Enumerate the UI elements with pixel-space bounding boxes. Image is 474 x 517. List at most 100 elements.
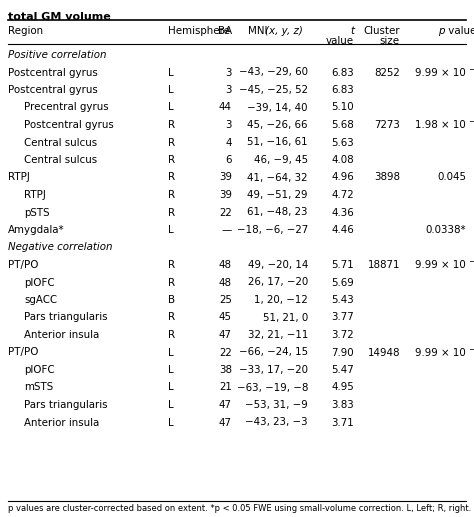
Text: p: p — [438, 26, 445, 36]
Text: L: L — [168, 418, 173, 428]
Text: 3: 3 — [226, 68, 232, 78]
Text: MNI: MNI — [248, 26, 271, 36]
Text: pSTS: pSTS — [24, 207, 50, 218]
Text: R: R — [168, 173, 175, 183]
Text: −5: −5 — [468, 344, 474, 354]
Text: L: L — [168, 383, 173, 392]
Text: B: B — [168, 295, 175, 305]
Text: 5.69: 5.69 — [331, 278, 354, 287]
Text: 49, −20, 14: 49, −20, 14 — [247, 260, 308, 270]
Text: 22: 22 — [219, 347, 232, 357]
Text: 21: 21 — [219, 383, 232, 392]
Text: 38: 38 — [219, 365, 232, 375]
Text: Anterior insula: Anterior insula — [24, 418, 99, 428]
Text: 51, −16, 61: 51, −16, 61 — [247, 138, 308, 147]
Text: PT/PO: PT/PO — [8, 260, 38, 270]
Text: R: R — [168, 312, 175, 323]
Text: −43, 23, −3: −43, 23, −3 — [246, 418, 308, 428]
Text: L: L — [168, 68, 173, 78]
Text: −5: −5 — [468, 257, 474, 266]
Text: 4.36: 4.36 — [331, 207, 354, 218]
Text: 5.47: 5.47 — [331, 365, 354, 375]
Text: 4.08: 4.08 — [331, 155, 354, 165]
Text: L: L — [168, 102, 173, 113]
Text: −63, −19, −8: −63, −19, −8 — [237, 383, 308, 392]
Text: size: size — [380, 36, 400, 46]
Text: 5.71: 5.71 — [331, 260, 354, 270]
Text: 3.71: 3.71 — [331, 418, 354, 428]
Text: −43, −29, 60: −43, −29, 60 — [239, 68, 308, 78]
Text: L: L — [168, 365, 173, 375]
Text: 6.83: 6.83 — [331, 85, 354, 95]
Text: L: L — [168, 400, 173, 410]
Text: Pars triangularis: Pars triangularis — [24, 312, 108, 323]
Text: 25: 25 — [219, 295, 232, 305]
Text: 32, 21, −11: 32, 21, −11 — [247, 330, 308, 340]
Text: 22: 22 — [219, 207, 232, 218]
Text: R: R — [168, 207, 175, 218]
Text: 3: 3 — [226, 120, 232, 130]
Text: —: — — [222, 225, 232, 235]
Text: R: R — [168, 260, 175, 270]
Text: 0.045: 0.045 — [437, 173, 466, 183]
Text: 48: 48 — [219, 260, 232, 270]
Text: 6: 6 — [226, 155, 232, 165]
Text: Hemisphere: Hemisphere — [168, 26, 230, 36]
Text: −18, −6, −27: −18, −6, −27 — [237, 225, 308, 235]
Text: (x, y, z): (x, y, z) — [265, 26, 303, 36]
Text: 7.90: 7.90 — [331, 347, 354, 357]
Text: BA: BA — [218, 26, 232, 36]
Text: p values are cluster-corrected based on extent. *p < 0.05 FWE using small-volume: p values are cluster-corrected based on … — [8, 504, 471, 513]
Text: RTPJ: RTPJ — [24, 190, 46, 200]
Text: R: R — [168, 120, 175, 130]
Text: 39: 39 — [219, 173, 232, 183]
Text: Region: Region — [8, 26, 43, 36]
Text: 3.83: 3.83 — [331, 400, 354, 410]
Text: RTPJ: RTPJ — [8, 173, 30, 183]
Text: Amygdala*: Amygdala* — [8, 225, 64, 235]
Text: Pars triangularis: Pars triangularis — [24, 400, 108, 410]
Text: 0.0338*: 0.0338* — [425, 225, 466, 235]
Text: 4: 4 — [226, 138, 232, 147]
Text: Negative correlation: Negative correlation — [8, 242, 112, 252]
Text: 5.43: 5.43 — [331, 295, 354, 305]
Text: plOFC: plOFC — [24, 278, 55, 287]
Text: plOFC: plOFC — [24, 365, 55, 375]
Text: 51, 21, 0: 51, 21, 0 — [263, 312, 308, 323]
Text: value: value — [326, 36, 354, 46]
Text: 47: 47 — [219, 418, 232, 428]
Text: 1, 20, −12: 1, 20, −12 — [254, 295, 308, 305]
Text: 26, 17, −20: 26, 17, −20 — [248, 278, 308, 287]
Text: t: t — [350, 26, 354, 36]
Text: Postcentral gyrus: Postcentral gyrus — [8, 85, 98, 95]
Text: −45, −25, 52: −45, −25, 52 — [239, 85, 308, 95]
Text: 1.98 × 10: 1.98 × 10 — [415, 120, 466, 130]
Text: Cluster: Cluster — [364, 26, 400, 36]
Text: Central sulcus: Central sulcus — [24, 138, 97, 147]
Text: −5: −5 — [468, 65, 474, 73]
Text: 47: 47 — [219, 330, 232, 340]
Text: 39: 39 — [219, 190, 232, 200]
Text: −53, 31, −9: −53, 31, −9 — [245, 400, 308, 410]
Text: Precentral gyrus: Precentral gyrus — [24, 102, 109, 113]
Text: −66, −24, 15: −66, −24, 15 — [239, 347, 308, 357]
Text: 3.77: 3.77 — [331, 312, 354, 323]
Text: R: R — [168, 190, 175, 200]
Text: 4.96: 4.96 — [331, 173, 354, 183]
Text: L: L — [168, 85, 173, 95]
Text: R: R — [168, 138, 175, 147]
Text: Postcentral gyrus: Postcentral gyrus — [24, 120, 114, 130]
Text: L: L — [168, 225, 173, 235]
Text: sgACC: sgACC — [24, 295, 57, 305]
Text: Central sulcus: Central sulcus — [24, 155, 97, 165]
Text: 9.99 × 10: 9.99 × 10 — [415, 260, 466, 270]
Text: 41, −64, 32: 41, −64, 32 — [247, 173, 308, 183]
Text: R: R — [168, 278, 175, 287]
Text: 49, −51, 29: 49, −51, 29 — [247, 190, 308, 200]
Text: 4.72: 4.72 — [331, 190, 354, 200]
Text: 5.63: 5.63 — [331, 138, 354, 147]
Text: 3: 3 — [226, 85, 232, 95]
Text: 3898: 3898 — [374, 173, 400, 183]
Text: 46, −9, 45: 46, −9, 45 — [254, 155, 308, 165]
Text: 48: 48 — [219, 278, 232, 287]
